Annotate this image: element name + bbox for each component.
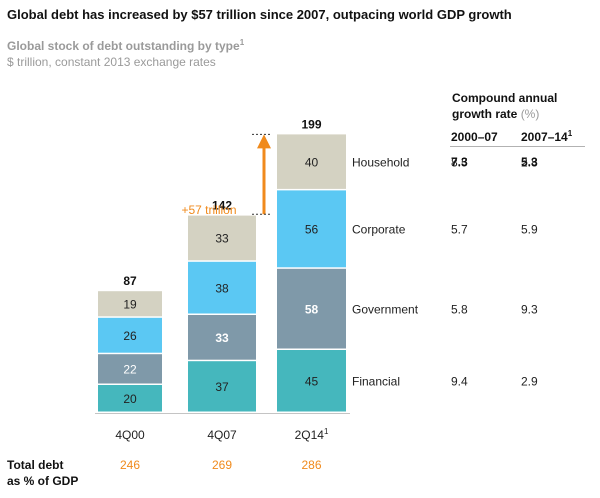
series-label-government: Government xyxy=(352,302,419,316)
bar-household-4q00 xyxy=(98,291,162,317)
category-label: 4Q07 xyxy=(207,428,237,442)
bar-value-label: 26 xyxy=(123,329,137,343)
series-label-corporate: Corporate xyxy=(352,223,406,237)
cagr-column-footnote: 1 xyxy=(568,129,573,138)
bar-corporate-4q00 xyxy=(98,317,162,353)
cagr-column-header: 2000–07 xyxy=(451,130,498,144)
cagr-column-header: 2007–141 xyxy=(521,129,573,144)
cagr-header-text: growth rate xyxy=(452,107,518,121)
bar-value-label: 22 xyxy=(123,363,137,377)
series-label-financial: Financial xyxy=(352,375,400,389)
bar-financial-4q00 xyxy=(98,385,162,412)
increase-annotation: +57 trillion xyxy=(181,203,236,217)
bar-financial-2q14 xyxy=(277,350,346,412)
cagr-value: 5.9 xyxy=(521,223,538,237)
cagr-value: 5.8 xyxy=(451,302,468,316)
gdp-percent-value: 246 xyxy=(120,458,140,472)
gdp-row-label-line1: Total debt xyxy=(7,458,63,472)
cagr-header-line2: growth rate (%) xyxy=(452,106,557,122)
bar-household-4q07 xyxy=(188,215,256,261)
cagr-value: 5.7 xyxy=(451,223,468,237)
cagr-header-line1: Compound annual xyxy=(452,91,558,105)
bar-government-4q00 xyxy=(98,354,162,384)
bar-value-label: 38 xyxy=(215,281,229,295)
bar-value-label: 37 xyxy=(215,380,229,394)
bar-value-label: 58 xyxy=(305,302,319,316)
increase-arrow-head xyxy=(257,134,271,149)
bar-household-2q14 xyxy=(277,134,346,189)
bar-financial-4q07 xyxy=(188,361,256,412)
cagr-total: 5.3 xyxy=(521,155,538,169)
bar-corporate-2q14 xyxy=(277,190,346,268)
bar-corporate-4q07 xyxy=(188,261,256,314)
gdp-percent-value: 286 xyxy=(301,458,321,472)
bar-total-label: 199 xyxy=(301,117,321,131)
cagr-value: 9.4 xyxy=(451,375,468,389)
bar-value-label: 40 xyxy=(305,155,319,169)
subtitle-text: Global stock of debt outstanding by type xyxy=(7,39,240,53)
category-footnote: 1 xyxy=(324,427,329,436)
cagr-value: 2.8 xyxy=(521,155,538,169)
cagr-total: 7.3 xyxy=(451,155,468,169)
gdp-row-label-line2: as % of GDP xyxy=(7,474,78,488)
unit-label: $ trillion, constant 2013 exchange rates xyxy=(7,55,216,69)
cagr-header-pct: (%) xyxy=(520,107,540,121)
bar-government-4q07 xyxy=(188,315,256,360)
series-label-household: Household xyxy=(352,155,409,169)
bar-total-label: 87 xyxy=(123,274,137,288)
bar-value-label: 20 xyxy=(123,392,137,406)
bar-value-label: 56 xyxy=(305,223,319,237)
cagr-value: 2.9 xyxy=(521,375,538,389)
cagr-value: 8.5 xyxy=(451,155,468,169)
bar-value-label: 33 xyxy=(215,232,229,246)
bar-total-label: 142 xyxy=(212,199,232,213)
bar-government-2q14 xyxy=(277,268,346,349)
chart-title: Global debt has increased by $57 trillio… xyxy=(7,7,512,22)
gdp-percent-value: 269 xyxy=(212,458,232,472)
cagr-header: Compound annual growth rate (%) xyxy=(452,90,557,122)
bar-value-label: 33 xyxy=(215,331,229,345)
category-label: 2Q141 xyxy=(295,427,329,442)
chart-subtitle: Global stock of debt outstanding by type… xyxy=(7,38,244,53)
category-label: 4Q00 xyxy=(115,428,145,442)
subtitle-footnote: 1 xyxy=(239,38,245,47)
bar-value-label: 19 xyxy=(123,298,137,312)
bar-value-label: 45 xyxy=(305,375,319,389)
cagr-value: 9.3 xyxy=(521,302,538,316)
